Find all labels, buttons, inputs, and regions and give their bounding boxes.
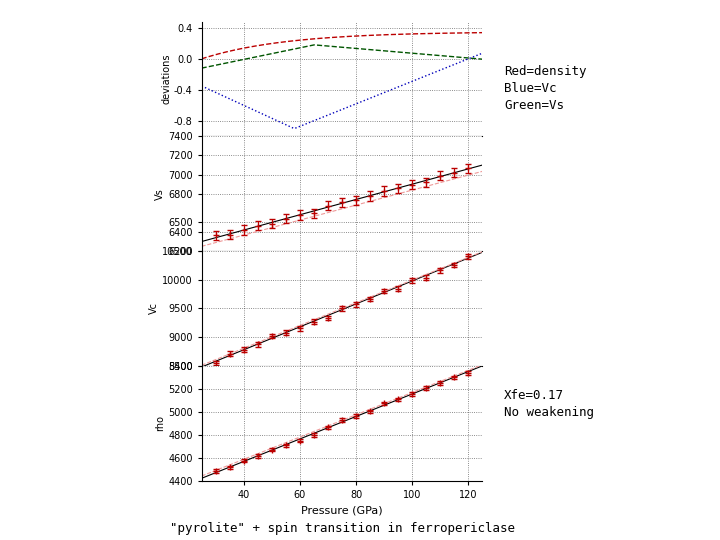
Y-axis label: rho: rho	[155, 415, 165, 431]
Y-axis label: Vs: Vs	[155, 188, 165, 200]
Y-axis label: Vc: Vc	[149, 302, 159, 314]
Text: Xfe=0.17
No weakening: Xfe=0.17 No weakening	[504, 389, 594, 419]
Text: Red=density
Blue=Vc
Green=Vs: Red=density Blue=Vc Green=Vs	[504, 65, 587, 112]
X-axis label: Pressure (GPa): Pressure (GPa)	[301, 505, 383, 515]
Y-axis label: deviations: deviations	[161, 53, 171, 104]
Text: "pyrolite" + spin transition in ferropericlase: "pyrolite" + spin transition in ferroper…	[169, 522, 515, 535]
